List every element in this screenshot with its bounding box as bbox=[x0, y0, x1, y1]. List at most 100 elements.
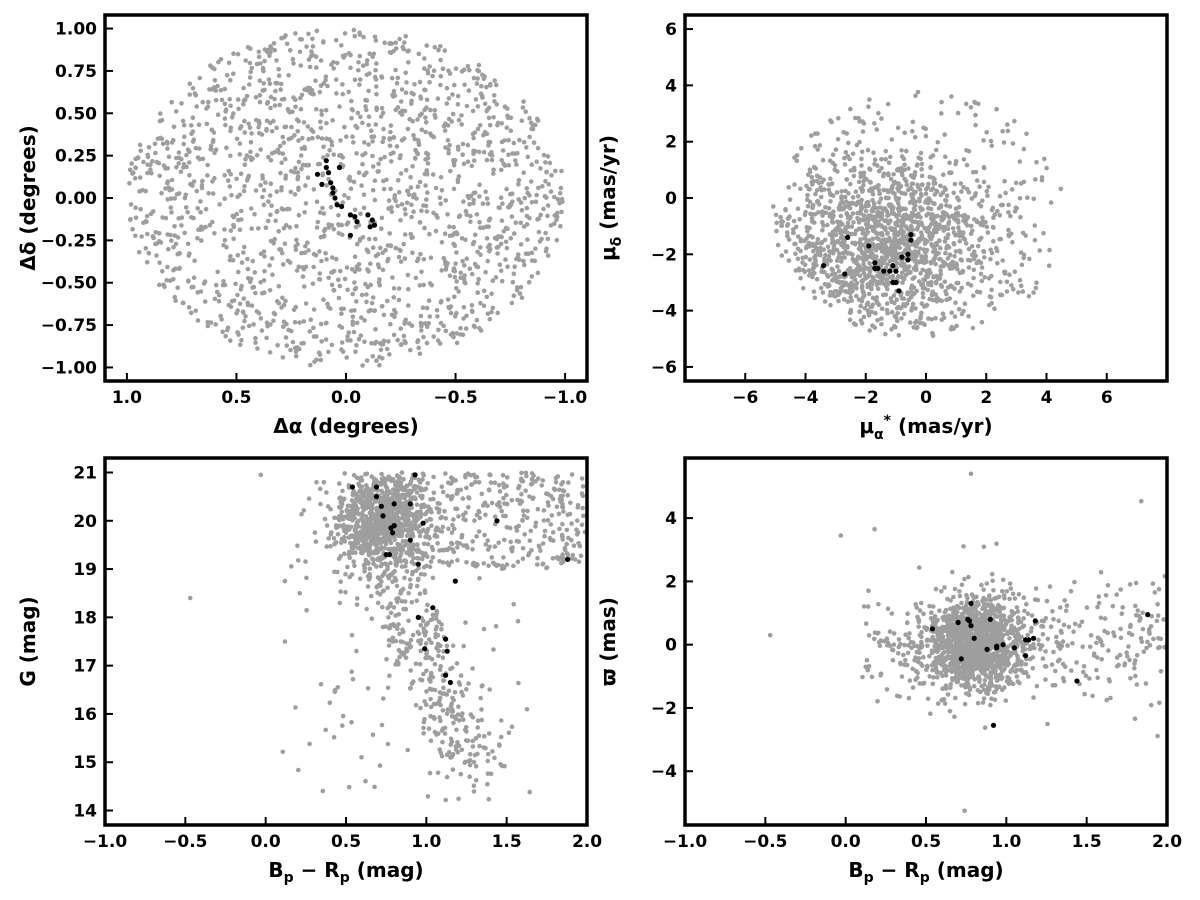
field-star-point bbox=[360, 63, 366, 69]
field-star-point bbox=[454, 340, 460, 346]
y-axis-label: Δδ (degrees) bbox=[16, 125, 40, 271]
field-star-point bbox=[310, 44, 316, 49]
field-star-point bbox=[469, 303, 475, 308]
field-star-point bbox=[528, 528, 534, 534]
field-star-point bbox=[153, 241, 158, 247]
field-star-point bbox=[786, 237, 792, 242]
field-star-point bbox=[412, 82, 417, 87]
field-star-point bbox=[220, 282, 226, 288]
field-star-point bbox=[386, 497, 392, 502]
field-star-point bbox=[444, 643, 450, 649]
field-star-point bbox=[842, 162, 848, 167]
field-star-point bbox=[418, 677, 423, 682]
field-star-point bbox=[985, 193, 990, 198]
field-star-point bbox=[444, 85, 450, 91]
field-star-point bbox=[1018, 283, 1024, 289]
field-star-point bbox=[938, 203, 944, 208]
field-star-point bbox=[442, 128, 448, 133]
field-star-point bbox=[368, 128, 374, 134]
field-star-point bbox=[432, 108, 438, 113]
field-star-point bbox=[300, 274, 306, 279]
field-star-point bbox=[1044, 165, 1049, 171]
field-star-point bbox=[542, 528, 548, 534]
field-star-point bbox=[825, 244, 831, 250]
field-star-point bbox=[331, 227, 337, 232]
field-star-point bbox=[956, 306, 962, 312]
field-star-point bbox=[276, 229, 282, 234]
field-star-point bbox=[311, 307, 317, 312]
field-star-point bbox=[319, 339, 325, 344]
field-star-point bbox=[445, 212, 450, 217]
field-star-point bbox=[581, 513, 586, 519]
field-star-point bbox=[1000, 258, 1005, 263]
field-star-point bbox=[231, 298, 237, 303]
field-star-point bbox=[449, 530, 455, 535]
field-star-point bbox=[417, 591, 423, 596]
field-star-point bbox=[417, 661, 423, 667]
field-star-point bbox=[398, 326, 404, 331]
field-star-point bbox=[836, 116, 841, 121]
field-star-point bbox=[445, 297, 451, 302]
field-star-point bbox=[423, 120, 429, 125]
field-star-point bbox=[318, 58, 324, 63]
field-star-point bbox=[241, 250, 246, 255]
field-star-point bbox=[353, 349, 358, 355]
field-star-point bbox=[994, 106, 999, 112]
field-star-point bbox=[349, 669, 355, 674]
field-star-point bbox=[268, 212, 273, 218]
field-star-point bbox=[215, 83, 220, 89]
field-star-point bbox=[443, 145, 448, 150]
field-star-point bbox=[245, 302, 251, 308]
field-star-point bbox=[923, 126, 928, 132]
field-star-point bbox=[464, 560, 469, 565]
field-star-point bbox=[484, 294, 490, 300]
field-star-point bbox=[464, 313, 469, 319]
field-star-point bbox=[1039, 175, 1045, 180]
field-star-point bbox=[501, 495, 506, 501]
field-star-point bbox=[919, 310, 924, 316]
field-star-point bbox=[279, 250, 285, 256]
field-star-point bbox=[248, 206, 254, 211]
field-star-point bbox=[1042, 156, 1047, 162]
field-star-point bbox=[329, 530, 334, 535]
field-star-point bbox=[932, 180, 938, 186]
field-star-point bbox=[911, 201, 917, 207]
member-star-point bbox=[821, 263, 827, 269]
field-star-point bbox=[348, 338, 353, 343]
field-star-point bbox=[168, 278, 173, 284]
field-star-point bbox=[901, 261, 907, 267]
field-star-point bbox=[880, 277, 885, 282]
field-star-point bbox=[363, 104, 368, 109]
field-star-point bbox=[574, 527, 579, 533]
field-star-point bbox=[887, 258, 893, 264]
field-star-point bbox=[933, 147, 939, 153]
field-star-point bbox=[397, 247, 402, 252]
field-star-point bbox=[349, 498, 355, 503]
field-star-point bbox=[429, 656, 435, 662]
field-star-point bbox=[971, 275, 976, 281]
field-star-point bbox=[847, 206, 853, 211]
field-star-point bbox=[953, 211, 959, 216]
field-star-point bbox=[347, 555, 353, 561]
field-star-point bbox=[389, 312, 395, 318]
field-star-point bbox=[467, 202, 472, 207]
field-star-point bbox=[366, 122, 371, 128]
field-star-point bbox=[454, 230, 459, 235]
field-star-point bbox=[169, 140, 175, 145]
field-star-point bbox=[449, 665, 455, 671]
field-star-point bbox=[173, 298, 178, 304]
field-star-point bbox=[281, 140, 287, 145]
field-star-point bbox=[489, 291, 494, 297]
field-star-point bbox=[834, 279, 839, 285]
field-star-point bbox=[844, 131, 849, 136]
field-star-point bbox=[486, 797, 492, 802]
field-star-point bbox=[438, 515, 444, 521]
field-star-point bbox=[175, 285, 180, 291]
field-star-point bbox=[288, 189, 294, 195]
field-star-point bbox=[424, 43, 430, 48]
field-star-point bbox=[231, 236, 236, 242]
field-star-point bbox=[363, 97, 368, 103]
field-star-point bbox=[887, 218, 893, 224]
field-star-point bbox=[1005, 122, 1010, 127]
field-star-point bbox=[477, 194, 482, 199]
